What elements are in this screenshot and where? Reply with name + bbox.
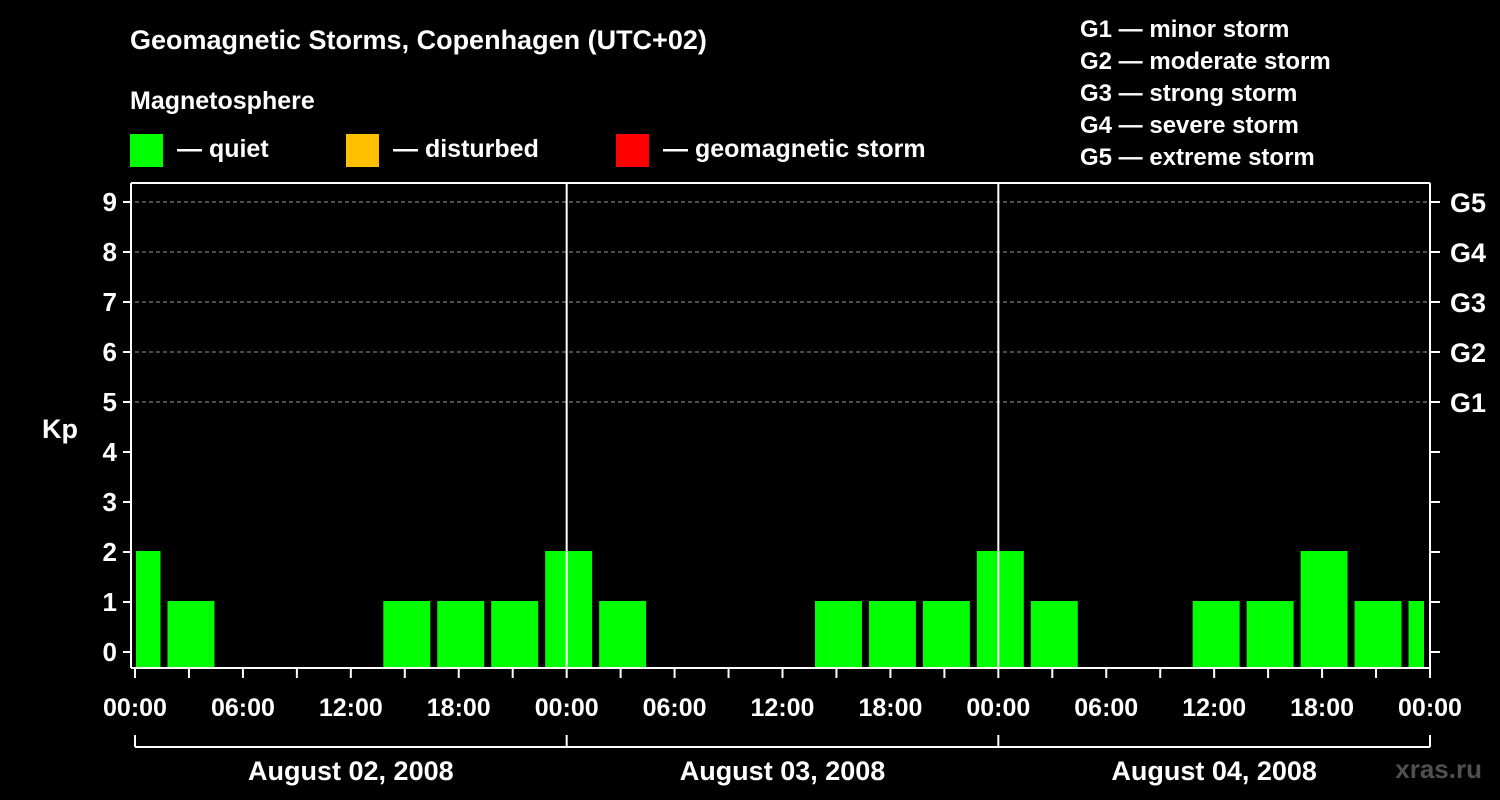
x-tick-label-24: 00:00	[535, 694, 599, 722]
y-tick-label-8: 8	[103, 237, 117, 267]
day-label-0: August 02, 2008	[248, 756, 454, 786]
kp-bar-22	[1300, 551, 1348, 668]
x-tick-label-18: 18:00	[427, 694, 491, 722]
x-tick-label-42: 18:00	[858, 694, 922, 722]
storm-level-label-g4: G4	[1450, 238, 1486, 268]
x-tick-label-66: 18:00	[1290, 694, 1354, 722]
watermark: xras.ru	[1395, 754, 1482, 784]
y-tick-label-7: 7	[103, 287, 117, 317]
storm-scale-g5: G5 — extreme storm	[1080, 144, 1315, 171]
legend-swatch-disturbed	[346, 134, 379, 167]
labels-layer: 0 1 2 3 4 5 6 7 8 9 G1 G2 G3 G4 G5 00:00 06:00 12:00 18:00…	[103, 187, 1487, 786]
legend-swatch-quiet	[130, 134, 163, 167]
x-tick-label-60: 12:00	[1182, 694, 1246, 722]
kp-bar-0	[136, 551, 161, 668]
storm-level-label-g3: G3	[1450, 288, 1486, 318]
x-tick-label-36: 12:00	[751, 694, 815, 722]
y-axis-label: Kp	[42, 414, 78, 444]
kp-bar-9	[599, 601, 647, 668]
storm-scale-g1: G1 — minor storm	[1080, 16, 1289, 43]
x-tick-label-12: 12:00	[319, 694, 383, 722]
y-tick-label-9: 9	[103, 187, 117, 217]
y-tick-label-1: 1	[103, 587, 117, 617]
day-label-2: August 04, 2008	[1111, 756, 1317, 786]
y-tick-label-3: 3	[103, 487, 117, 517]
storm-level-label-g5: G5	[1450, 188, 1486, 218]
y-tick-label-2: 2	[103, 537, 117, 567]
legend-heading: Magnetosphere	[130, 87, 315, 115]
x-tick-label-72: 00:00	[1398, 694, 1462, 722]
chart-title: Geomagnetic Storms, Copenhagen (UTC+02)	[130, 25, 707, 55]
kp-bar-24	[1408, 601, 1424, 668]
kp-bar-5	[383, 601, 431, 668]
kp-bar-16	[976, 551, 1024, 668]
kp-bar-13	[814, 601, 862, 668]
kp-bar-7	[491, 601, 539, 668]
kp-bar-21	[1246, 601, 1294, 668]
kp-bar-23	[1354, 601, 1402, 668]
x-tick-label-48: 00:00	[966, 694, 1030, 722]
y-tick-label-5: 5	[103, 387, 117, 417]
y-tick-label-0: 0	[103, 637, 117, 667]
x-tick-label-6: 06:00	[211, 694, 275, 722]
legend-label-storm: — geomagnetic storm	[663, 135, 926, 163]
legend-label-disturbed: — disturbed	[393, 135, 539, 163]
kp-bar-8	[545, 551, 593, 668]
bars-layer	[136, 551, 1424, 668]
grid-layer	[135, 201, 1430, 403]
day-label-1: August 03, 2008	[680, 756, 886, 786]
kp-bar-20	[1192, 601, 1240, 668]
storm-scale-g4: G4 — severe storm	[1080, 112, 1299, 139]
x-tick-label-54: 06:00	[1074, 694, 1138, 722]
storm-level-label-g2: G2	[1450, 338, 1486, 368]
legend-swatch-storm	[616, 134, 649, 167]
storm-scale-g3: G3 — strong storm	[1080, 80, 1297, 107]
kp-bar-1	[167, 601, 215, 668]
kp-bar-17	[1030, 601, 1078, 668]
axes-layer	[123, 182, 1440, 748]
y-tick-label-4: 4	[103, 437, 118, 467]
kp-bar-6	[437, 601, 485, 668]
legend-label-quiet: — quiet	[177, 135, 269, 163]
x-tick-label-0: 00:00	[103, 694, 167, 722]
kp-bar-14	[868, 601, 916, 668]
x-tick-label-30: 06:00	[643, 694, 707, 722]
storm-level-label-g1: G1	[1450, 388, 1486, 418]
storm-scale-g2: G2 — moderate storm	[1080, 48, 1331, 75]
kp-bar-15	[922, 601, 970, 668]
y-tick-label-6: 6	[103, 337, 117, 367]
